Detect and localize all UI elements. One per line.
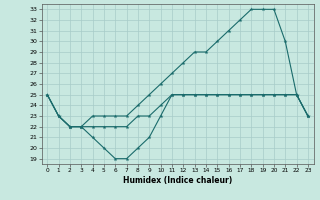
- X-axis label: Humidex (Indice chaleur): Humidex (Indice chaleur): [123, 176, 232, 185]
